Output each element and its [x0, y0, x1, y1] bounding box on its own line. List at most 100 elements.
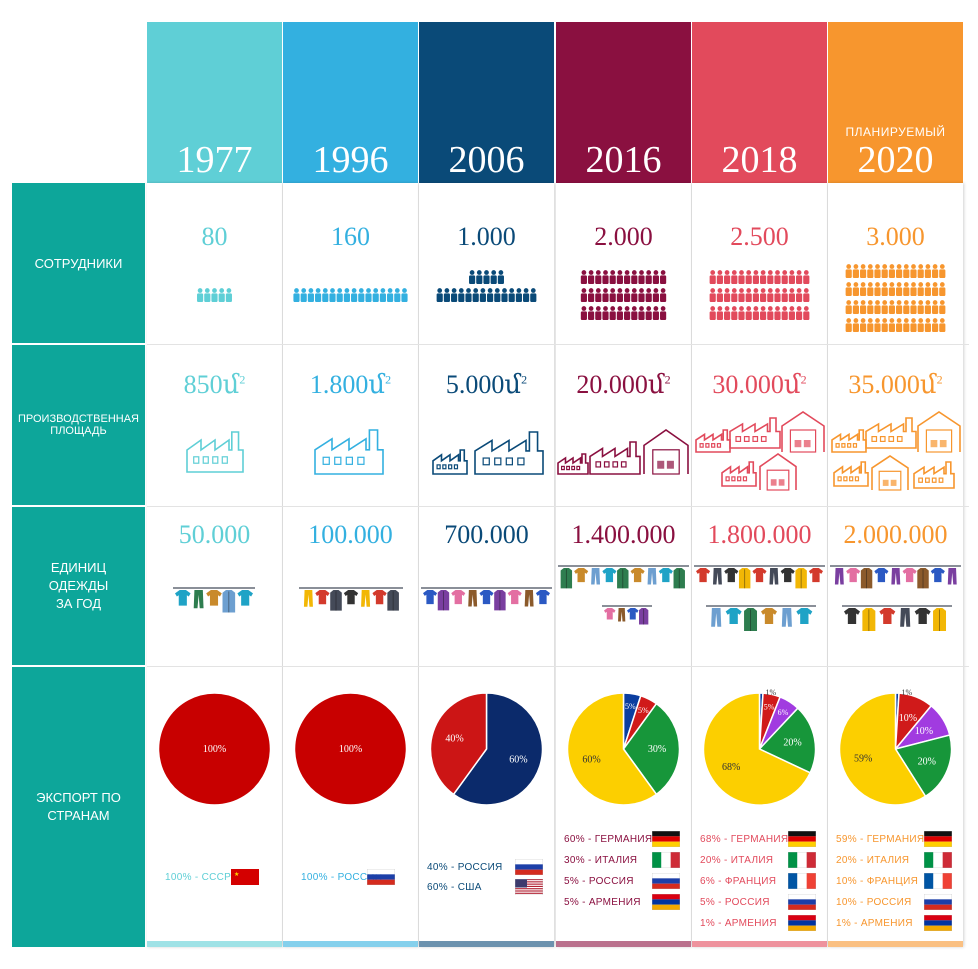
- export-pie-chart: 100%: [147, 686, 282, 816]
- pie-slice-label: 100%: [203, 744, 226, 755]
- pie-slice-label: 100%: [339, 744, 362, 755]
- legend-flag: [923, 914, 953, 932]
- row-divider: [147, 506, 969, 507]
- area-value: 20.000մ2: [556, 370, 691, 400]
- row-divider: [147, 344, 969, 345]
- legend-label: 1% - АРМЕНИЯ: [700, 918, 777, 929]
- area-value: 35.000մ2: [828, 370, 963, 400]
- year-column-body: [283, 183, 418, 947]
- column-bottom-bar: [692, 941, 827, 947]
- legend-label: 20% - ИТАЛИЯ: [700, 855, 774, 866]
- legend-flag: [787, 830, 817, 848]
- clothing-rack-icon: [830, 565, 961, 632]
- factory-icons: [283, 410, 418, 500]
- russia-flag-icon: [651, 872, 681, 890]
- export-pie-chart: 5% 5% 30% 60%: [556, 686, 691, 816]
- pie-slice-label: 20%: [783, 738, 801, 749]
- area-value: 1.800մ2: [283, 370, 418, 400]
- legend-item: 68% - ГЕРМАНИЯ: [700, 834, 788, 845]
- germany-flag-icon: [923, 830, 953, 848]
- year-header-0: 1977: [147, 22, 282, 183]
- year-header-3: 2016: [556, 22, 691, 183]
- year-header-4: 2018: [692, 22, 827, 183]
- legend-label: 10% - РОССИЯ: [836, 897, 912, 908]
- people-icon: [293, 288, 408, 302]
- clothing-rack-icon: [299, 587, 403, 611]
- france-flag-icon: [787, 872, 817, 890]
- factory-icon: [186, 431, 244, 473]
- pie-slice-label: 5%: [625, 702, 636, 711]
- planned-label: ПЛАНИРУЕМЫЙ: [845, 125, 946, 139]
- area-exponent: 2: [239, 372, 246, 387]
- factory-icon: [695, 411, 825, 491]
- legend-flag: [651, 893, 681, 911]
- factory-icons: [147, 410, 282, 500]
- legend-flag: [787, 872, 817, 890]
- legend-label: 68% - ГЕРМАНИЯ: [700, 834, 789, 845]
- people-icon: [845, 264, 946, 332]
- employees-count: 2.000: [594, 222, 653, 251]
- employees-count: 160: [331, 222, 370, 251]
- legend-item: 30% - ИТАЛИЯ: [564, 855, 637, 866]
- area-number: 850: [183, 370, 223, 399]
- column-bottom-bar: [147, 941, 282, 947]
- legend-label: 30% - ИТАЛИЯ: [564, 855, 638, 866]
- clothing-icons: [147, 558, 282, 664]
- legend-flag: [923, 893, 953, 911]
- legend-flag: [651, 830, 681, 848]
- legend-flag: [366, 868, 396, 886]
- export-pie-chart: 1% 10% 10% 20% 59%: [828, 686, 963, 816]
- legend-flag: [651, 872, 681, 890]
- export-legend: 100% - РОССИЯ: [283, 830, 418, 938]
- pie-slice-label: 10%: [899, 713, 917, 724]
- row-label-units: ЕДИНИЦ ОДЕЖДЫ ЗА ГОД: [12, 507, 145, 665]
- clothing-icons: [828, 558, 963, 664]
- units-count: 700.000: [444, 520, 529, 549]
- usa-flag-icon: [514, 878, 544, 896]
- people-icons: [283, 262, 418, 334]
- legend-label: 5% - РОССИЯ: [700, 897, 770, 908]
- legend-flag: [514, 878, 544, 896]
- units-count: 50.000: [178, 520, 251, 549]
- legend-item: 60% - ГЕРМАНИЯ: [564, 834, 652, 845]
- russia-flag-icon: [923, 893, 953, 911]
- legend-label: 60% - ГЕРМАНИЯ: [564, 834, 653, 845]
- legend-item: 100% - СССР: [165, 872, 231, 883]
- export-legend: 59% - ГЕРМАНИЯ 20% - ИТАЛИЯ 10% - ФРАНЦИЯ 1…: [828, 830, 963, 938]
- people-icon: [197, 288, 232, 302]
- pie-slice-label: 5%: [638, 706, 649, 715]
- year-label: 2016: [585, 139, 662, 181]
- employees-count: 80: [201, 222, 228, 251]
- column-bottom-bar: [556, 941, 691, 947]
- year-label: 1977: [176, 139, 253, 181]
- legend-label: 5% - РОССИЯ: [564, 876, 634, 887]
- legend-flag: [923, 851, 953, 869]
- area-exponent: 2: [664, 372, 671, 387]
- row-divider: [147, 666, 969, 667]
- italy-flag-icon: [651, 851, 681, 869]
- employees-count: 3.000: [866, 222, 925, 251]
- people-icons: [556, 262, 691, 334]
- legend-label: 60% - США: [427, 882, 482, 893]
- legend-item: 40% - РОССИЯ: [427, 862, 503, 873]
- units-count: 100.000: [308, 520, 393, 549]
- employees-count: 2.500: [730, 222, 789, 251]
- people-icon: [580, 270, 667, 320]
- employees-count: 1.000: [457, 222, 516, 251]
- legend-item: 59% - ГЕРМАНИЯ: [836, 834, 924, 845]
- factory-icons: [692, 410, 827, 500]
- france-flag-icon: [923, 872, 953, 890]
- legend-flag: [923, 830, 953, 848]
- export-legend: 100% - СССР ★: [147, 830, 282, 938]
- legend-item: 10% - ФРАНЦИЯ: [836, 876, 918, 887]
- clothing-icons: [283, 558, 418, 664]
- people-icons: [692, 262, 827, 334]
- area-number: 20.000: [576, 370, 648, 399]
- germany-flag-icon: [651, 830, 681, 848]
- year-header-5: ПЛАНИРУЕМЫЙ 2020: [828, 22, 963, 183]
- legend-flag: [651, 851, 681, 869]
- svg-text:★: ★: [234, 871, 239, 878]
- legend-item: 5% - АРМЕНИЯ: [564, 897, 641, 908]
- pie-slice-label: 68%: [722, 762, 740, 773]
- factory-icons: [556, 410, 691, 500]
